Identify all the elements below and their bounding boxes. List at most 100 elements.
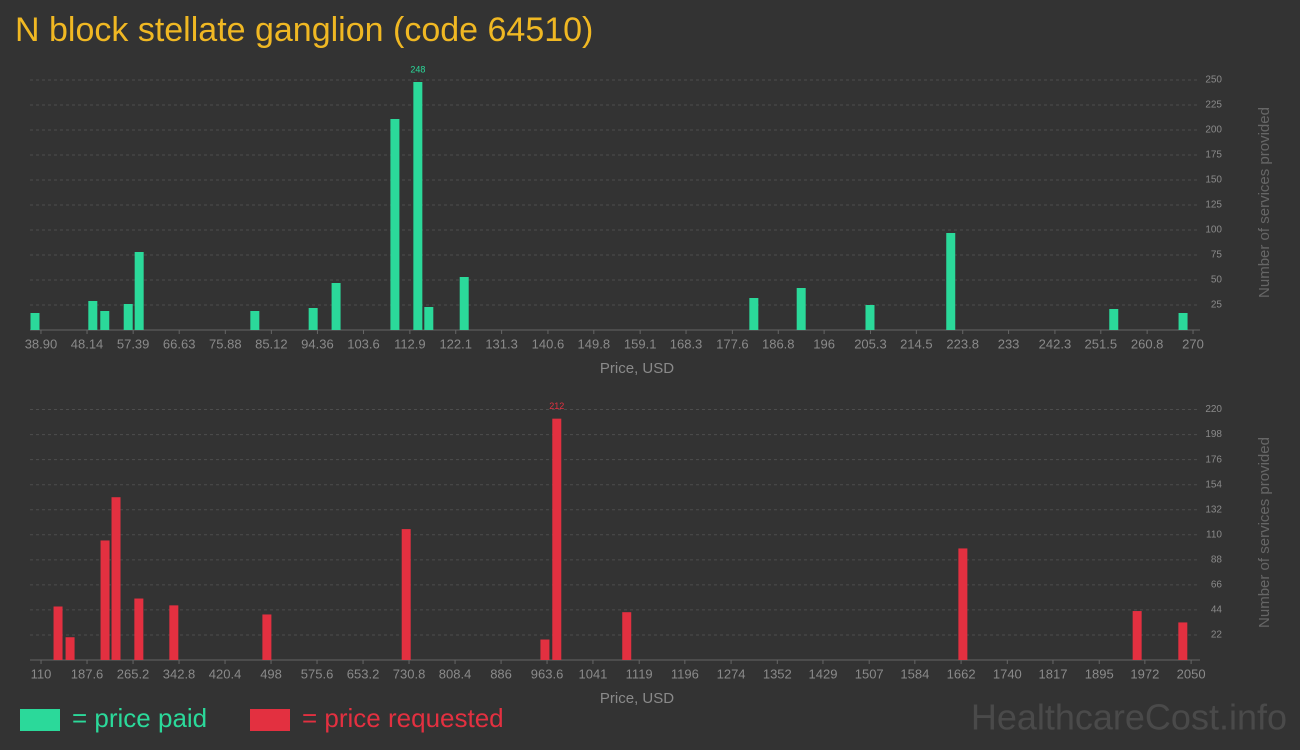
x-tick-label: 1274	[717, 666, 746, 681]
bar	[946, 233, 956, 330]
x-tick-label: 420.4	[209, 666, 242, 681]
x-tick-label: 808.4	[439, 666, 472, 681]
x-tick-label: 187.6	[71, 666, 104, 681]
y-tick-label: 200	[1205, 125, 1222, 136]
x-tick-label: 1972	[1130, 666, 1159, 681]
x-tick-label: 730.8	[393, 666, 426, 681]
x-tick-label: 66.63	[163, 336, 196, 351]
x-tick-label: 1584	[900, 666, 929, 681]
x-tick-label: 149.8	[578, 336, 611, 351]
x-tick-label: 168.3	[670, 336, 703, 351]
bar	[134, 598, 144, 660]
bar	[123, 304, 133, 330]
y-axis-label: Number of services provided	[1256, 107, 1273, 298]
x-tick-label: 214.5	[900, 336, 933, 351]
y-tick-label: 225	[1205, 100, 1222, 111]
y-tick-label: 100	[1205, 225, 1222, 236]
x-tick-label: 196	[813, 336, 835, 351]
x-tick-label: 57.39	[117, 336, 150, 351]
x-axis-label: Price, USD	[600, 690, 674, 707]
x-tick-label: 1817	[1039, 666, 1068, 681]
bar	[424, 307, 434, 330]
x-tick-label: 342.8	[163, 666, 196, 681]
bar	[331, 283, 341, 330]
x-tick-label: 1119	[626, 666, 653, 681]
bar	[749, 298, 759, 330]
x-tick-label: 122.1	[439, 336, 472, 351]
x-tick-label: 103.6	[347, 336, 380, 351]
y-tick-label: 176	[1205, 454, 1222, 465]
y-tick-label: 132	[1205, 504, 1222, 515]
y-tick-label: 88	[1211, 554, 1223, 565]
bar	[390, 119, 400, 330]
x-tick-label: 112.9	[394, 336, 426, 351]
legend-swatch	[250, 709, 290, 731]
bar	[540, 639, 550, 660]
bar	[111, 497, 121, 660]
x-tick-label: 886	[490, 666, 512, 681]
bar	[169, 605, 179, 660]
bar	[1132, 611, 1142, 660]
bar	[1178, 313, 1188, 330]
y-tick-label: 50	[1211, 275, 1223, 286]
x-tick-label: 1041	[578, 666, 607, 681]
bar	[459, 277, 469, 330]
x-tick-label: 177.6	[716, 336, 749, 351]
x-tick-label: 1352	[763, 666, 792, 681]
x-tick-label: 1662	[947, 666, 976, 681]
x-tick-label: 1895	[1085, 666, 1114, 681]
bar	[30, 313, 40, 330]
data-label: 248	[410, 64, 425, 74]
bar	[1178, 622, 1188, 660]
x-tick-label: 233	[998, 336, 1020, 351]
y-tick-label: 198	[1205, 429, 1222, 440]
x-tick-label: 1740	[993, 666, 1022, 681]
bar	[308, 308, 318, 330]
y-tick-label: 66	[1211, 580, 1223, 591]
legend-label: = price requested	[302, 703, 504, 733]
x-tick-label: 48.14	[71, 336, 104, 351]
x-tick-label: 963.6	[531, 666, 564, 681]
bar	[53, 606, 63, 660]
x-tick-label: 159.1	[624, 336, 657, 351]
x-tick-label: 131.3	[485, 336, 518, 351]
x-tick-label: 223.8	[946, 336, 979, 351]
bar	[65, 637, 75, 660]
y-tick-label: 25	[1211, 300, 1223, 311]
x-tick-label: 1507	[855, 666, 884, 681]
watermark: HealthcareCost.info	[971, 697, 1287, 738]
y-tick-label: 75	[1211, 250, 1223, 261]
x-tick-label: 265.2	[117, 666, 150, 681]
x-tick-label: 260.8	[1131, 336, 1164, 351]
bar	[413, 82, 423, 330]
x-tick-label: 1429	[809, 666, 838, 681]
legend-swatch	[20, 709, 60, 731]
legend-label: = price paid	[72, 703, 207, 733]
bar	[796, 288, 806, 330]
bar	[622, 612, 632, 660]
x-tick-label: 94.36	[301, 336, 334, 351]
x-tick-label: 85.12	[255, 336, 288, 351]
x-tick-label: 2050	[1177, 666, 1206, 681]
x-tick-label: 270	[1182, 336, 1204, 351]
bar	[958, 548, 968, 660]
y-tick-label: 250	[1205, 75, 1222, 86]
x-tick-label: 498	[260, 666, 282, 681]
x-tick-label: 186.8	[762, 336, 795, 351]
bar	[88, 301, 98, 330]
bar	[401, 529, 411, 660]
x-tick-label: 242.3	[1039, 336, 1072, 351]
y-tick-label: 175	[1205, 150, 1222, 161]
bar	[262, 614, 272, 660]
y-tick-label: 154	[1205, 479, 1222, 490]
x-tick-label: 75.88	[209, 336, 242, 351]
bar	[1109, 309, 1119, 330]
y-tick-label: 125	[1205, 200, 1222, 211]
bar	[100, 540, 110, 660]
x-tick-label: 205.3	[854, 336, 887, 351]
bar	[865, 305, 875, 330]
y-tick-label: 44	[1211, 605, 1223, 616]
data-label: 212	[549, 401, 564, 411]
x-axis-label: Price, USD	[600, 360, 674, 377]
